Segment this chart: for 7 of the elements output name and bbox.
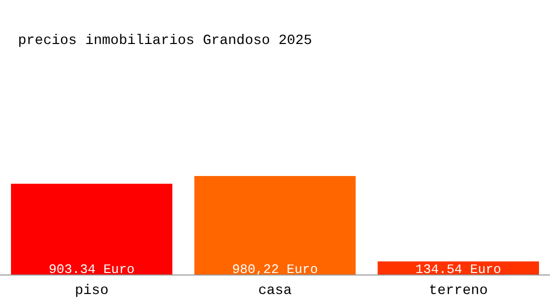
data-label: 134.54 Euro	[415, 262, 502, 277]
x-tick-label: terreno	[428, 283, 488, 299]
data-label: 903.34 Euro	[48, 262, 135, 277]
x-tick-label: piso	[74, 283, 108, 299]
data-label: 980,22 Euro	[232, 262, 318, 277]
chart-title: precios inmobiliarios Grandoso 2025	[18, 33, 312, 49]
x-tick-label: casa	[258, 283, 292, 299]
